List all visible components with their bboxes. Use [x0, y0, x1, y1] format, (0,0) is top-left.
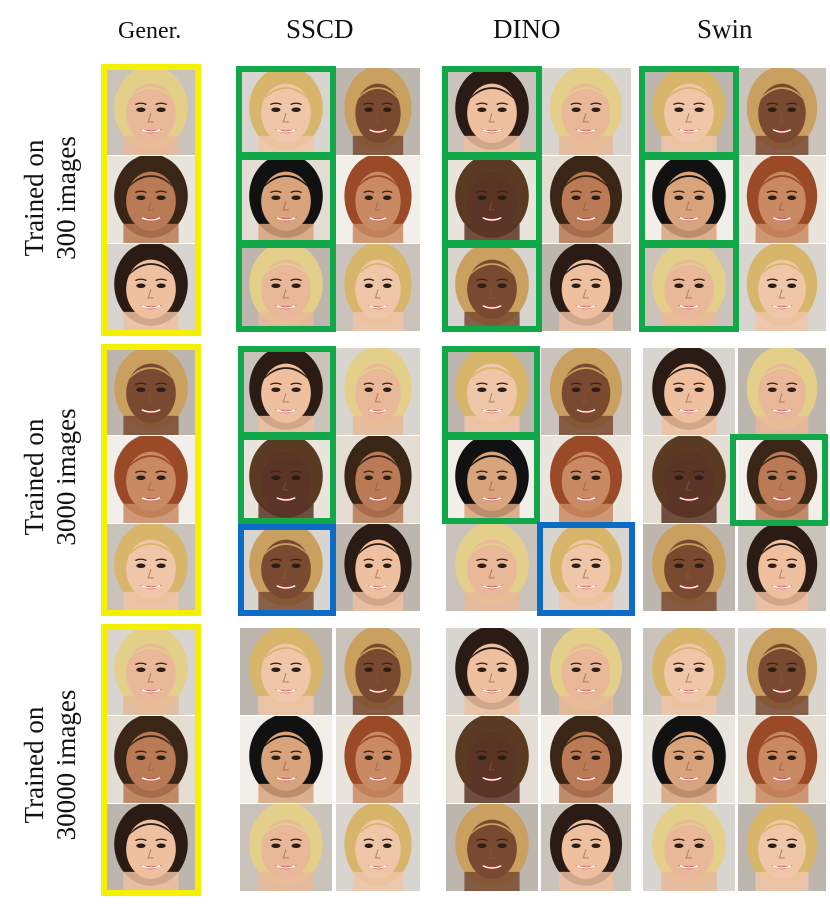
face-photo	[446, 716, 538, 803]
column-header-generated: Gener.	[118, 18, 182, 44]
face-photo	[643, 436, 735, 523]
face-photo	[738, 156, 826, 243]
face-photo	[240, 804, 332, 891]
face-photo	[336, 436, 420, 523]
face-photo	[336, 348, 420, 435]
face-photo	[446, 524, 538, 611]
face-photo	[336, 244, 420, 331]
face-photo	[105, 804, 197, 891]
row-label-3000-line2: 3000 images	[51, 408, 81, 546]
face-photo	[446, 348, 538, 435]
face-photo	[240, 436, 332, 523]
face-photo	[541, 628, 631, 715]
face-photo	[446, 436, 538, 523]
face-photo	[336, 156, 420, 243]
face-photo	[105, 716, 197, 803]
face-photo	[336, 68, 420, 155]
face-photo	[541, 436, 631, 523]
face-photo	[643, 524, 735, 611]
face-photo	[541, 348, 631, 435]
face-photo	[738, 68, 826, 155]
column-header-dino: DINO	[493, 14, 561, 44]
row-label-300: Trained on 300 images	[15, 58, 85, 338]
face-photo	[738, 628, 826, 715]
face-photo	[541, 156, 631, 243]
row-label-3000: Trained on 3000 images	[15, 337, 85, 617]
column-header-swin: Swin	[697, 14, 753, 44]
face-photo	[643, 628, 735, 715]
row-label-300-line2: 300 images	[51, 136, 81, 260]
face-photo	[240, 156, 332, 243]
face-photo	[643, 348, 735, 435]
face-photo	[541, 524, 631, 611]
face-photo	[541, 804, 631, 891]
face-photo	[738, 804, 826, 891]
face-photo	[105, 628, 197, 715]
face-photo	[446, 68, 538, 155]
face-photo	[105, 348, 197, 435]
face-photo	[336, 524, 420, 611]
face-photo	[240, 68, 332, 155]
face-photo	[541, 68, 631, 155]
face-photo	[240, 716, 332, 803]
face-photo	[446, 804, 538, 891]
face-photo	[336, 716, 420, 803]
column-header-sscd: SSCD	[286, 14, 354, 44]
face-photo	[738, 436, 826, 523]
face-photo	[446, 244, 538, 331]
face-photo	[738, 716, 826, 803]
face-photo	[336, 628, 420, 715]
face-photo	[643, 156, 735, 243]
face-photo	[105, 524, 197, 611]
face-photo	[446, 628, 538, 715]
row-label-30000-line2: 30000 images	[51, 689, 81, 841]
face-photo	[240, 348, 332, 435]
row-label-30000-line1: Trained on	[19, 706, 49, 824]
face-photo	[240, 244, 332, 331]
row-label-30000: Trained on 30000 images	[15, 625, 85, 905]
face-photo	[643, 804, 735, 891]
face-photo	[336, 804, 420, 891]
face-photo	[105, 244, 197, 331]
face-photo	[643, 244, 735, 331]
face-photo	[738, 348, 826, 435]
face-photo	[240, 628, 332, 715]
face-photo	[738, 524, 826, 611]
face-photo	[643, 716, 735, 803]
face-photo	[105, 436, 197, 523]
face-photo	[643, 68, 735, 155]
row-label-3000-line1: Trained on	[19, 418, 49, 536]
face-photo	[105, 68, 197, 155]
row-label-300-line1: Trained on	[19, 139, 49, 257]
face-photo	[738, 244, 826, 331]
face-photo	[105, 156, 197, 243]
face-photo	[446, 156, 538, 243]
face-photo	[541, 244, 631, 331]
face-photo	[240, 524, 332, 611]
face-photo	[541, 716, 631, 803]
